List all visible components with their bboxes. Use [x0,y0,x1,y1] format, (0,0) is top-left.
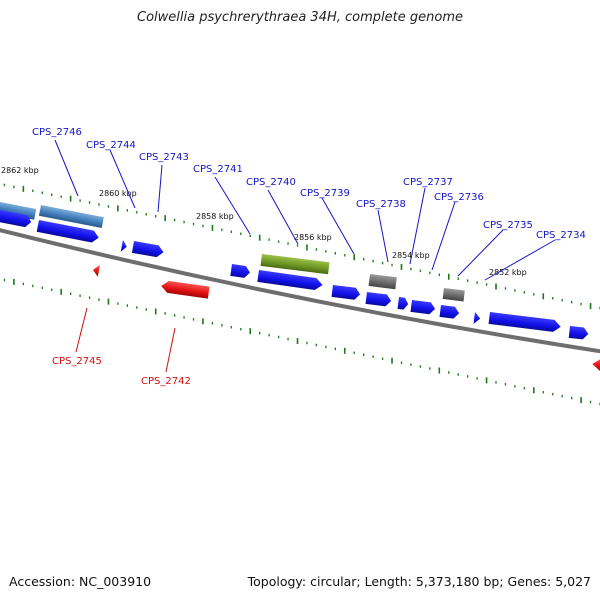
cds-arrow[interactable] [488,312,562,333]
genome-backbone-line [0,228,600,354]
gene-label[interactable]: CPS_2741 [193,164,243,175]
cds-arrow[interactable] [131,241,165,258]
gene-label[interactable]: CPS_2738 [356,199,406,210]
cds-track-forward[interactable] [0,209,589,340]
gene-label[interactable]: CPS_2744 [86,140,136,151]
forward-gene-labels: CPS_2746 CPS_2744 CPS_2743 CPS_2741 CPS_… [32,127,586,281]
cds-arrow-reverse[interactable] [592,358,600,371]
scale-label: 2854 kbp [392,251,430,260]
gene-label[interactable]: CPS_2743 [139,152,189,163]
scale-label: 2862 kbp [1,166,39,175]
gene-label[interactable]: CPS_2739 [300,188,350,199]
gene-feature-cps2744[interactable] [38,205,104,229]
cds-arrow[interactable] [439,305,460,319]
gene-feature-cps2736[interactable] [442,288,465,302]
gene-label[interactable]: CPS_2735 [483,220,533,231]
genome-summary-label: Topology: circular; Length: 5,373,180 bp… [247,574,591,589]
gene-label[interactable]: CPS_2737 [403,177,453,188]
scale-label: 2860 kbp [99,189,137,198]
cds-track-reverse[interactable] [92,264,600,371]
gene-label[interactable]: CPS_2740 [246,177,296,188]
scale-label: 2858 kbp [196,212,234,221]
cds-arrow[interactable] [410,300,436,315]
cds-arrow[interactable] [473,312,481,325]
cds-arrow[interactable] [365,292,392,307]
cds-arrow[interactable] [397,297,409,310]
cds-arrow-reverse[interactable] [160,280,210,299]
gene-feature-cps2738[interactable] [368,274,397,290]
cds-arrow[interactable] [0,209,32,228]
gene-label[interactable]: CPS_2745 [52,356,102,367]
cds-arrow[interactable] [36,220,100,244]
cds-arrow[interactable] [257,270,323,291]
cds-arrow[interactable] [331,285,361,300]
gene-label[interactable]: CPS_2734 [536,230,586,241]
scale-ticks [3,183,600,406]
scale-label: 2852 kbp [489,268,527,277]
reverse-gene-labels: CPS_2745 CPS_2742 [52,307,191,387]
cds-arrow[interactable] [230,264,250,279]
gene-label[interactable]: CPS_2746 [32,127,82,138]
cds-arrow[interactable] [568,326,589,340]
cds-arrow-reverse[interactable] [92,264,100,277]
scale-label: 2856 kbp [294,233,332,242]
scale-labels: 2862 kbp 2860 kbp 2858 kbp 2856 kbp 2854… [1,166,527,277]
gene-label[interactable]: CPS_2736 [434,192,484,203]
gene-label[interactable]: CPS_2742 [141,376,191,387]
accession-label: Accession: NC_003910 [9,574,152,589]
gene-feature-cps2740[interactable] [260,254,330,275]
map-title: Colwellia psychrerythraea 34H, complete … [137,10,463,25]
cds-arrow[interactable] [120,240,128,253]
